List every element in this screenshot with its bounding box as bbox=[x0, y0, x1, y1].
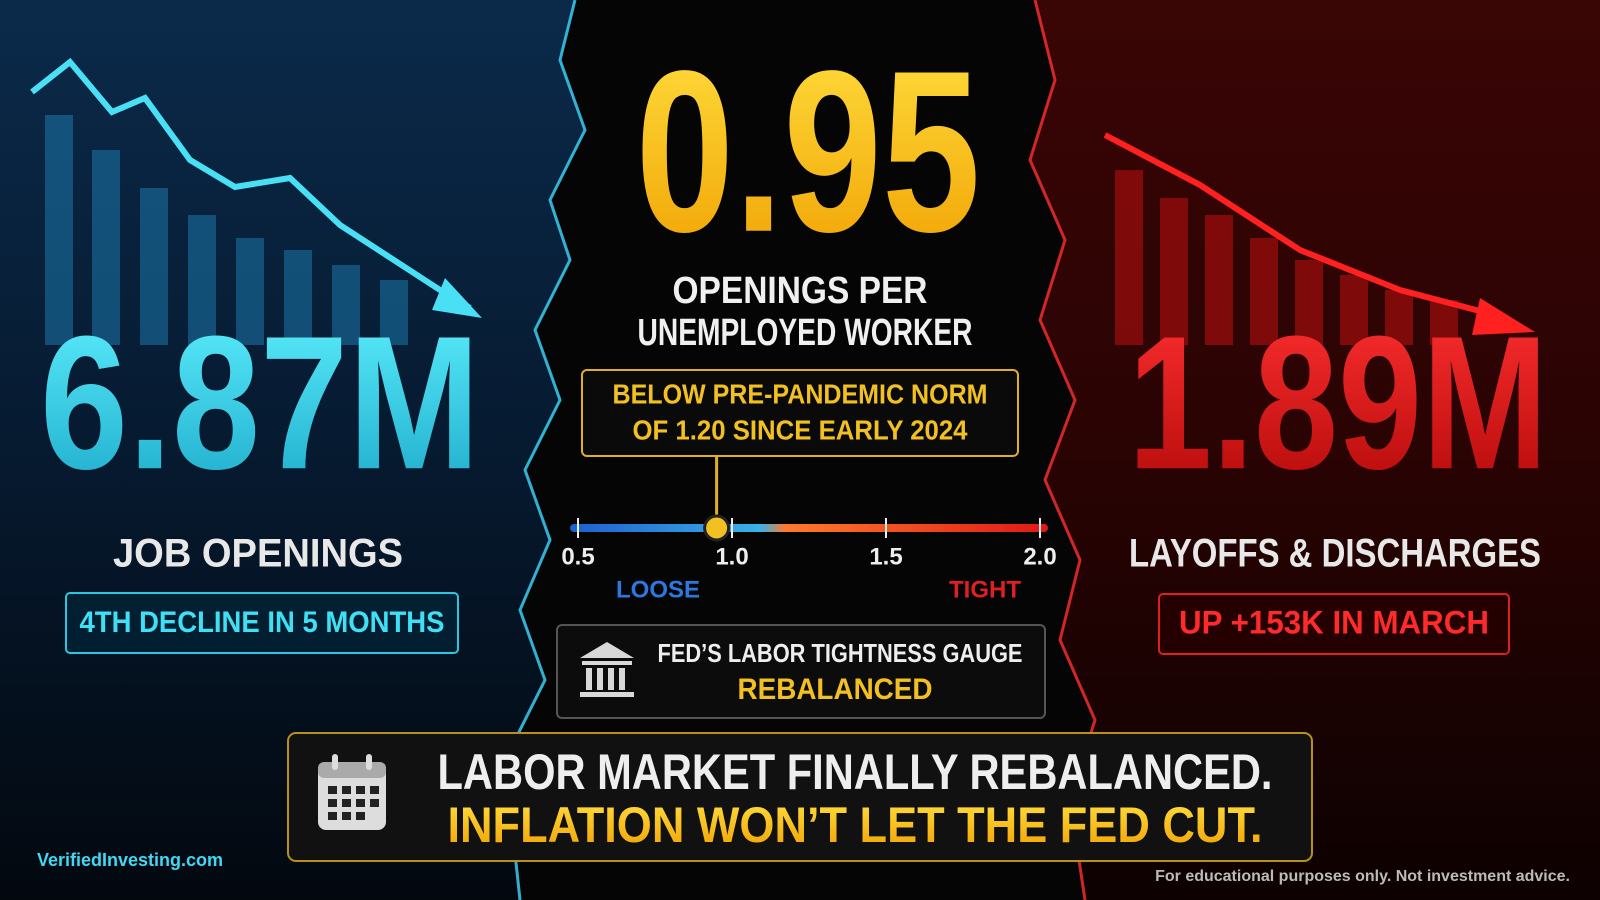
calendar-icon bbox=[318, 754, 386, 830]
decor-arrow-right bbox=[1472, 298, 1535, 335]
callout-line: BELOW PRE-PANDEMIC NORM bbox=[613, 378, 988, 409]
gauge-track bbox=[570, 524, 1048, 532]
banner-line: INFLATION WON’T LET THE FED CUT. bbox=[448, 797, 1263, 853]
blue-divider bbox=[503, 0, 587, 900]
status-title: FED’S LABOR TIGHTNESS GAUGE bbox=[658, 638, 1023, 668]
bank-icon bbox=[580, 642, 634, 697]
callout-box bbox=[581, 369, 1019, 457]
openings-note-box bbox=[65, 592, 459, 654]
openings-note: 4TH DECLINE IN 5 MONTHS bbox=[80, 606, 445, 639]
gauge-low-label: LOOSE bbox=[616, 576, 700, 603]
gauge-marker bbox=[703, 514, 731, 542]
gauge-tick-label: 0.5 bbox=[561, 543, 594, 570]
gauge-tick-label: 2.0 bbox=[1023, 543, 1056, 570]
decor-bars-right bbox=[1115, 170, 1458, 345]
layoffs-note: UP +153K IN MARCH bbox=[1179, 604, 1489, 640]
decor-line-left bbox=[30, 57, 472, 311]
decor-bars-left bbox=[45, 115, 408, 345]
gauge-tick-label: 1.0 bbox=[715, 543, 748, 570]
layoffs-label: LAYOFFS & DISCHARGES bbox=[1129, 532, 1541, 576]
gauge-tick-label: 1.5 bbox=[869, 543, 902, 570]
decor-line-right bbox=[1103, 132, 1496, 318]
ratio-value: 0.95 bbox=[636, 23, 981, 280]
status-state: REBALANCED bbox=[738, 673, 933, 706]
ratio-label-line: UNEMPLOYED WORKER bbox=[638, 312, 973, 354]
gauge-high-label: TIGHT bbox=[949, 576, 1021, 603]
layoffs-value: 1.89M bbox=[1128, 297, 1548, 509]
layoffs-note-box bbox=[1158, 593, 1510, 655]
gauge: 0.5 1.0 1.5 2.0 bbox=[561, 456, 1057, 570]
disclaimer: For educational purposes only. Not inves… bbox=[1155, 868, 1570, 885]
openings-value: 6.87M bbox=[40, 297, 480, 509]
status-box bbox=[556, 624, 1046, 719]
decor-arrow-left bbox=[432, 278, 482, 318]
banner-line: LABOR MARKET FINALLY REBALANCED. bbox=[438, 744, 1273, 800]
callout-line: OF 1.20 SINCE EARLY 2024 bbox=[633, 414, 968, 445]
openings-label: JOB OPENINGS bbox=[113, 532, 403, 576]
banner-box bbox=[287, 732, 1313, 862]
brand: VerifiedInvesting.com bbox=[37, 850, 223, 870]
ratio-label-line: OPENINGS PER bbox=[673, 270, 928, 312]
